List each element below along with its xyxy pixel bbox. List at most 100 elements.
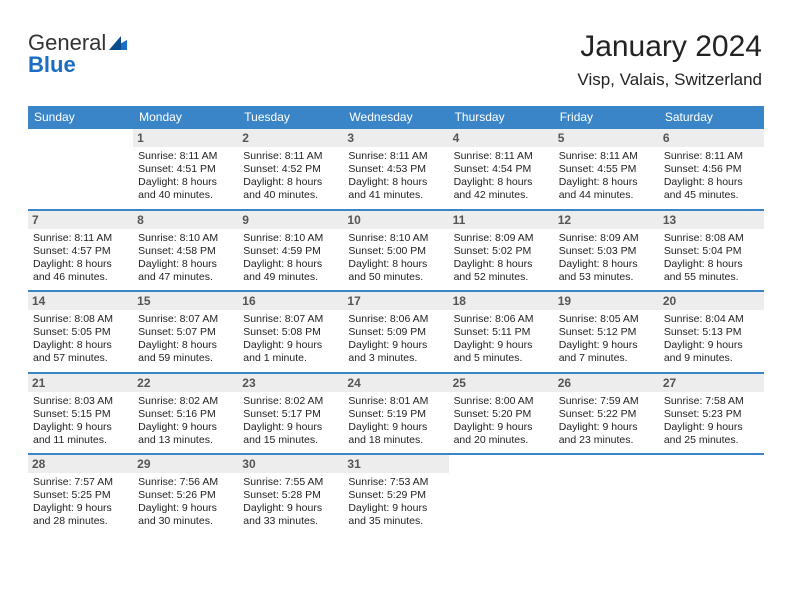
- day-detail-line: Sunrise: 8:10 AM: [348, 232, 443, 245]
- day-detail-line: Sunrise: 8:07 AM: [138, 313, 233, 326]
- day-detail-line: Daylight: 9 hours: [664, 339, 759, 352]
- day-detail-line: Sunrise: 7:59 AM: [559, 395, 654, 408]
- day-detail-line: Daylight: 9 hours: [348, 421, 443, 434]
- day-detail-line: Sunrise: 7:57 AM: [33, 476, 128, 489]
- day-detail-line: and 52 minutes.: [454, 271, 549, 284]
- calendar-cell: 8Sunrise: 8:10 AMSunset: 4:58 PMDaylight…: [133, 211, 238, 291]
- location-text: Visp, Valais, Switzerland: [577, 70, 762, 90]
- day-detail-line: and 44 minutes.: [559, 189, 654, 202]
- day-detail-line: Sunset: 5:28 PM: [243, 489, 338, 502]
- calendar-cell: 22Sunrise: 8:02 AMSunset: 5:16 PMDayligh…: [133, 374, 238, 454]
- day-detail-line: Daylight: 8 hours: [559, 258, 654, 271]
- day-detail-line: Daylight: 9 hours: [348, 339, 443, 352]
- day-detail-line: and 15 minutes.: [243, 434, 338, 447]
- calendar-cell: [659, 455, 764, 535]
- day-number: 22: [133, 374, 238, 392]
- day-detail-line: Sunrise: 7:56 AM: [138, 476, 233, 489]
- calendar-cell: 24 Sunrise: 8:01 AMSunset: 5:19 PMDayligh…: [343, 374, 448, 454]
- day-detail-line: and 20 minutes.: [454, 434, 549, 447]
- day-number: 14: [28, 292, 133, 310]
- day-number: 7: [28, 211, 133, 229]
- day-number: 19: [554, 292, 659, 310]
- day-number: 30: [238, 455, 343, 473]
- day-detail-line: Daylight: 9 hours: [138, 502, 233, 515]
- day-detail-line: Daylight: 9 hours: [454, 421, 549, 434]
- calendar-cell: 2Sunrise: 8:11 AMSunset: 4:52 PMDaylight…: [238, 129, 343, 209]
- day-detail-line: Sunset: 5:00 PM: [348, 245, 443, 258]
- day-detail-line: Sunset: 5:04 PM: [664, 245, 759, 258]
- day-detail-line: Sunrise: 8:06 AM: [348, 313, 443, 326]
- day-detail-line: Sunset: 4:57 PM: [33, 245, 128, 258]
- day-detail-line: and 25 minutes.: [664, 434, 759, 447]
- day-detail-line: Daylight: 8 hours: [138, 339, 233, 352]
- calendar-cell: 15Sunrise: 8:07 AMSunset: 5:07 PMDayligh…: [133, 292, 238, 372]
- day-number: 8: [133, 211, 238, 229]
- day-detail-line: and 57 minutes.: [33, 352, 128, 365]
- day-number: 20: [659, 292, 764, 310]
- day-detail-line: Sunset: 5:02 PM: [454, 245, 549, 258]
- calendar-cell: 18Sunrise: 8:06 AMSunset: 5:11 PMDayligh…: [449, 292, 554, 372]
- calendar-week: 28Sunrise: 7:57 AMSunset: 5:25 PMDayligh…: [28, 455, 764, 535]
- calendar-cell: 4Sunrise: 8:11 AMSunset: 4:54 PMDaylight…: [449, 129, 554, 209]
- day-detail-line: Daylight: 8 hours: [243, 176, 338, 189]
- day-number: 18: [449, 292, 554, 310]
- header-right: January 2024 Visp, Valais, Switzerland: [577, 30, 762, 90]
- day-detail-line: Sunrise: 8:09 AM: [559, 232, 654, 245]
- day-detail-line: Daylight: 8 hours: [243, 258, 338, 271]
- day-detail-line: and 41 minutes.: [348, 189, 443, 202]
- day-detail-line: Daylight: 9 hours: [664, 421, 759, 434]
- day-detail-line: Sunset: 5:08 PM: [243, 326, 338, 339]
- calendar-cell: 23Sunrise: 8:02 AMSunset: 5:17 PMDayligh…: [238, 374, 343, 454]
- day-detail-line: Sunset: 5:15 PM: [33, 408, 128, 421]
- day-detail-line: and 55 minutes.: [664, 271, 759, 284]
- day-detail-line: Sunset: 5:20 PM: [454, 408, 549, 421]
- day-detail-line: Daylight: 8 hours: [664, 258, 759, 271]
- day-detail-line: Sunrise: 8:01 AM: [348, 395, 443, 408]
- dayhead-cell: Thursday: [449, 106, 554, 129]
- day-detail-line: and 42 minutes.: [454, 189, 549, 202]
- day-number: 9: [238, 211, 343, 229]
- calendar-week: 1Sunrise: 8:11 AMSunset: 4:51 PMDaylight…: [28, 129, 764, 211]
- page-title: January 2024: [577, 30, 762, 64]
- calendar-cell: 5Sunrise: 8:11 AMSunset: 4:55 PMDaylight…: [554, 129, 659, 209]
- day-number: 24: [343, 374, 448, 392]
- day-detail-line: and 46 minutes.: [33, 271, 128, 284]
- logo-mark-icon: [109, 30, 127, 56]
- day-detail-line: and 18 minutes.: [348, 434, 443, 447]
- day-detail-line: Sunrise: 8:08 AM: [664, 232, 759, 245]
- day-number: 13: [659, 211, 764, 229]
- day-detail-line: Sunrise: 8:06 AM: [454, 313, 549, 326]
- brand-part2-wrap: Blue: [28, 52, 76, 78]
- calendar-cell: 17Sunrise: 8:06 AMSunset: 5:09 PMDayligh…: [343, 292, 448, 372]
- day-detail-line: Sunrise: 8:11 AM: [33, 232, 128, 245]
- day-detail-line: Sunset: 5:19 PM: [348, 408, 443, 421]
- day-detail-line: Daylight: 9 hours: [454, 339, 549, 352]
- day-detail-line: and 7 minutes.: [559, 352, 654, 365]
- calendar-cell: 12Sunrise: 8:09 AMSunset: 5:03 PMDayligh…: [554, 211, 659, 291]
- day-detail-line: Sunset: 5:09 PM: [348, 326, 443, 339]
- day-detail-line: and 9 minutes.: [664, 352, 759, 365]
- calendar-week: 21Sunrise: 8:03 AMSunset: 5:15 PMDayligh…: [28, 374, 764, 456]
- day-number: 21: [28, 374, 133, 392]
- day-detail-line: Sunset: 4:53 PM: [348, 163, 443, 176]
- day-detail-line: Daylight: 8 hours: [664, 176, 759, 189]
- day-detail-line: Sunrise: 8:11 AM: [559, 150, 654, 163]
- day-detail-line: Sunset: 5:16 PM: [138, 408, 233, 421]
- dayhead-cell: Wednesday: [343, 106, 448, 129]
- day-number: 1: [133, 129, 238, 147]
- day-detail-line: Daylight: 8 hours: [348, 176, 443, 189]
- day-detail-line: Sunset: 5:12 PM: [559, 326, 654, 339]
- calendar-cell: [449, 455, 554, 535]
- day-detail-line: Sunrise: 8:11 AM: [243, 150, 338, 163]
- calendar-cell: 29Sunrise: 7:56 AMSunset: 5:26 PMDayligh…: [133, 455, 238, 535]
- day-detail-line: Sunset: 4:59 PM: [243, 245, 338, 258]
- day-detail-line: and 49 minutes.: [243, 271, 338, 284]
- day-detail-line: Daylight: 9 hours: [559, 421, 654, 434]
- day-detail-line: Sunrise: 7:53 AM: [348, 476, 443, 489]
- day-detail-line: Daylight: 9 hours: [559, 339, 654, 352]
- day-detail-line: Daylight: 9 hours: [33, 421, 128, 434]
- calendar-cell: [28, 129, 133, 209]
- day-detail-line: Sunrise: 8:10 AM: [243, 232, 338, 245]
- day-detail-line: Sunrise: 8:05 AM: [559, 313, 654, 326]
- day-number: 3: [343, 129, 448, 147]
